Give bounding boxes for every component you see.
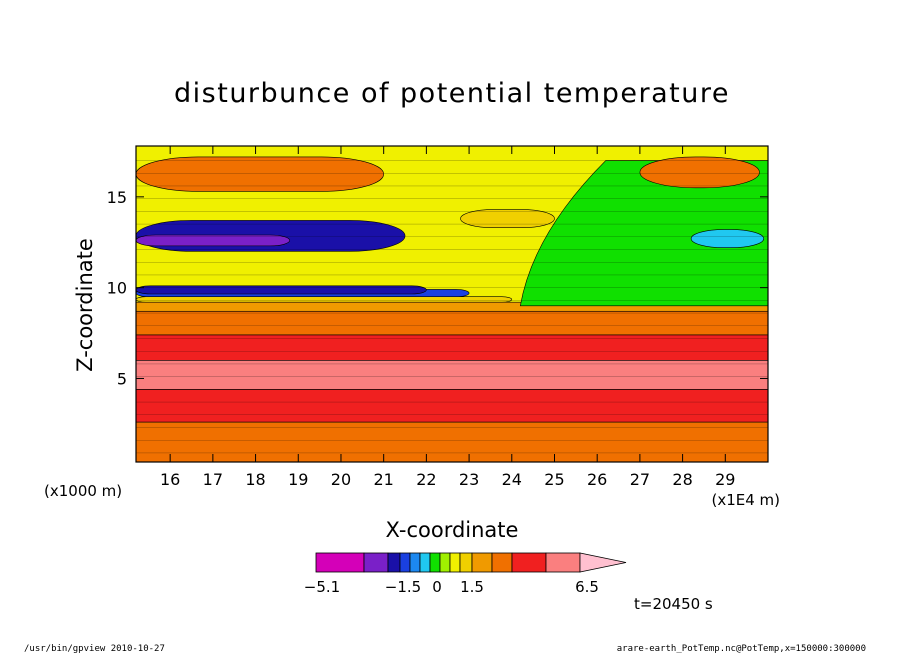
contour-region (639, 156, 760, 189)
colorbar-tick-label: 6.5 (575, 578, 599, 596)
contour-region (136, 359, 768, 390)
x-tick-label: 18 (245, 470, 265, 489)
contour-region (136, 310, 768, 336)
contour-region (136, 156, 384, 192)
x-tick-label: 26 (587, 470, 607, 489)
plot-frame (135, 145, 769, 463)
colorbar-cell (399, 552, 411, 573)
y-tick-label: 15 (107, 188, 127, 207)
contour-field (136, 146, 768, 462)
x-axis-label: X-coordinate (386, 518, 519, 542)
chart-title: disturbunce of potential temperature (174, 78, 730, 109)
colorbar-cell (511, 552, 547, 573)
contour-region (460, 209, 555, 229)
colorbar-cell (363, 552, 389, 573)
contour-region (136, 334, 768, 361)
contour-region (690, 229, 765, 249)
contour-region (136, 421, 768, 462)
colorbar-tick-label: −1.5 (385, 578, 421, 596)
x-scale-label: (x1E4 m) (711, 491, 780, 509)
contour-region (136, 296, 513, 303)
x-unit-label: (x1000 m) (44, 482, 122, 500)
colorbar-cell (439, 552, 451, 573)
colorbar-cell (491, 552, 513, 573)
colorbar: −5.1 −1.5 0 1.5 6.5 (304, 552, 627, 596)
x-tick-label: 16 (160, 470, 180, 489)
x-tick-label: 23 (459, 470, 479, 489)
x-tick-label: 28 (672, 470, 692, 489)
x-tick-label: 22 (416, 470, 436, 489)
footer-left-note: /usr/bin/gpview 2010-10-27 (24, 644, 165, 654)
colorbar-tick-label: 0 (432, 578, 442, 596)
time-label: t=20450 s (634, 595, 713, 613)
y-axis-label: Z-coordinate (73, 238, 97, 372)
colorbar-tick-label: 1.5 (460, 578, 484, 596)
colorbar-cell (387, 552, 401, 573)
x-tick-label: 20 (331, 470, 351, 489)
contour-region (136, 389, 768, 423)
colorbar-cell (471, 552, 493, 573)
x-tick-label: 29 (715, 470, 735, 489)
colorbar-cell (545, 552, 581, 573)
contour-region (136, 285, 427, 295)
x-tick-label: 19 (288, 470, 308, 489)
colorbar-cell (449, 552, 461, 573)
y-axis: 5 10 15 (107, 188, 768, 388)
y-tick-label: 10 (107, 279, 127, 298)
x-tick-label: 21 (373, 470, 393, 489)
colorbar-cell (429, 552, 441, 573)
contour-region (136, 234, 291, 247)
x-tick-label: 17 (203, 470, 223, 489)
x-tick-label: 24 (502, 470, 522, 489)
x-tick-label: 27 (630, 470, 650, 489)
colorbar-cell (459, 552, 473, 573)
x-tick-label: 25 (544, 470, 564, 489)
colorbar-tick-label: −5.1 (304, 578, 340, 596)
colorbar-cell (315, 552, 365, 573)
footer-right-note: arare-earth_PotTemp.nc@PotTemp,x=150000:… (617, 644, 866, 654)
plot-area: 16 17 18 19 20 21 22 23 24 25 26 27 28 29 5 10 15 (107, 145, 769, 489)
x-axis: 16 17 18 19 20 21 22 23 24 25 26 27 28 29 (160, 146, 735, 489)
colorbar-cell (409, 552, 421, 573)
colorbar-cell (579, 552, 627, 573)
y-tick-label: 5 (117, 369, 127, 388)
colorbar-cell (419, 552, 431, 573)
